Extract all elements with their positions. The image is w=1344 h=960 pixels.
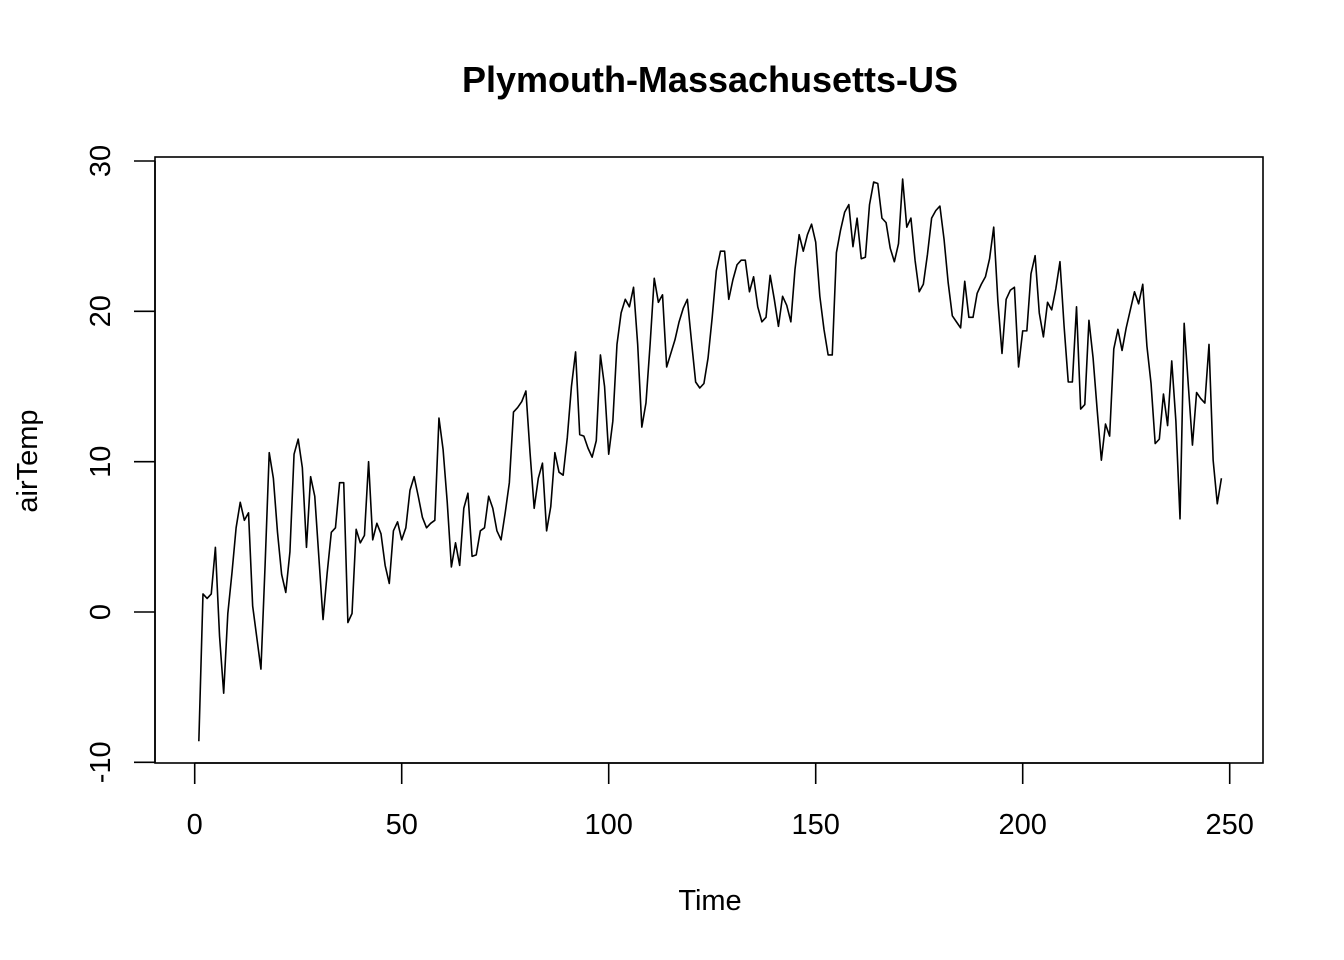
x-tick-label: 150: [792, 809, 840, 841]
y-tick-label: 30: [85, 145, 117, 177]
y-tick-label: 0: [85, 604, 117, 620]
x-tick-label: 0: [187, 809, 203, 841]
x-axis-label: Time: [678, 885, 741, 917]
y-axis-label: airTemp: [12, 409, 44, 512]
x-tick-label: 250: [1206, 809, 1254, 841]
y-axis: -10 0 10 20 30: [85, 145, 156, 783]
plot-frame: [154, 156, 1264, 764]
x-tick-label: 100: [585, 809, 633, 841]
x-axis: 0 50 100 150 200 250: [187, 762, 1254, 841]
x-tick-label: 50: [386, 809, 418, 841]
y-tick-label: -10: [85, 741, 117, 783]
y-tick-label: 20: [85, 295, 117, 327]
series-line: [198, 178, 1223, 742]
chart-title: Plymouth-Massachusetts-US: [462, 59, 958, 100]
x-tick-label: 200: [999, 809, 1047, 841]
y-tick-label: 10: [85, 446, 117, 478]
